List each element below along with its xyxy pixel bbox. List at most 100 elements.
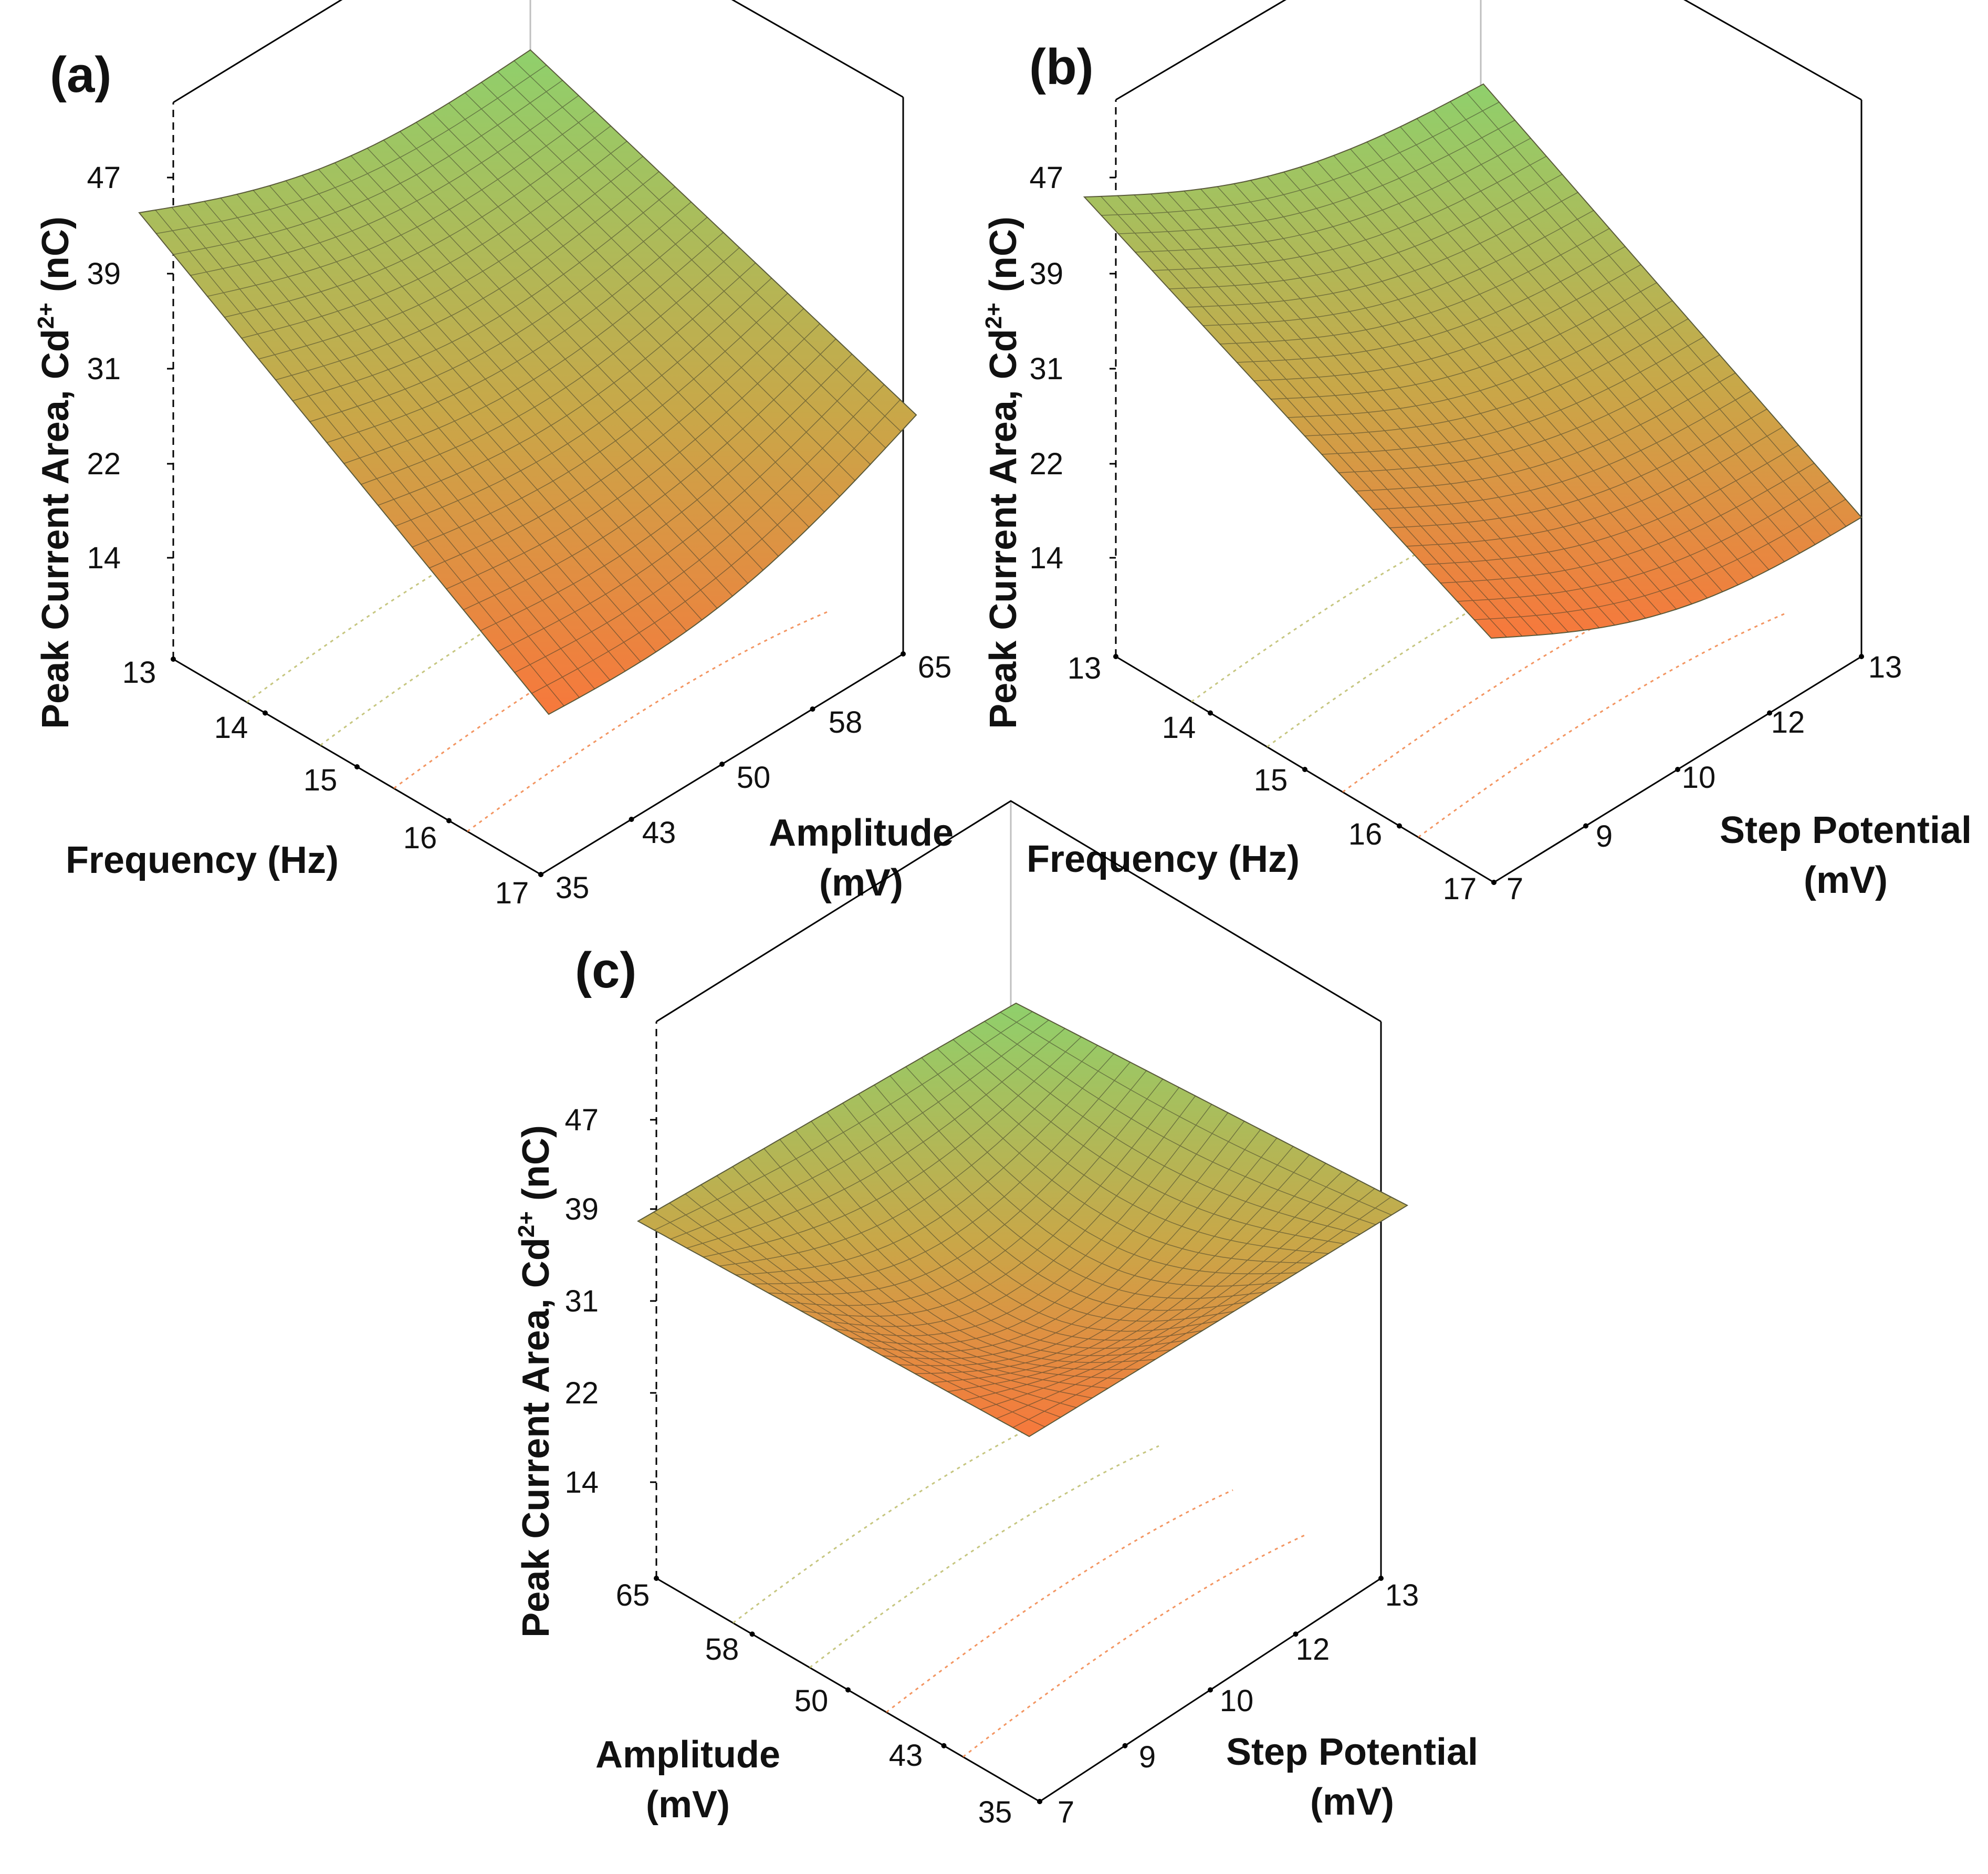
z-axis-title-superscript: 2+ [33,303,59,329]
x-tick-mark [749,1631,755,1637]
x-tick-mark [446,818,452,824]
mesh-line [1440,463,1815,584]
y-tick-label: 13 [1868,650,1902,684]
y-axis-title: Step Potential [1226,1731,1478,1773]
x-axis-title: Amplitude [595,1734,780,1776]
floor-plane [656,1358,1381,1802]
z-tick-label: 31 [1029,352,1063,386]
mesh-line [1000,1012,1392,1215]
panel-label: (a) [50,47,111,103]
floor-contour-line [1418,612,1786,838]
z-axis-title-unit: (nC) [515,1125,557,1211]
mesh-line [1450,101,1831,536]
x-axis-title: Frequency (Hz) [66,839,339,881]
z-tick-label: 22 [564,1376,599,1410]
x-axis-title: Frequency (Hz) [1027,838,1300,880]
surface-mesh [1101,92,1847,638]
mesh-line [497,71,886,449]
y-tick-label: 10 [1682,761,1716,795]
x-tick-mark [845,1687,851,1693]
y-tick-label: 65 [918,650,952,684]
response-surface [1083,83,1863,639]
z-tick-label: 31 [87,352,121,386]
z-axis-title-unit: (nC) [35,216,77,303]
x-tick-label: 13 [1068,651,1102,685]
y-tick-mark [538,872,543,877]
z-tick-label: 47 [87,161,121,195]
x-tick-mark [654,1576,659,1581]
y-tick-label: 35 [556,871,590,905]
surface-mesh [155,60,902,706]
z-axis-title-superscript: 2+ [514,1211,539,1237]
y-tick-label: 9 [1596,819,1613,853]
chart-panel-1: (a) 14 22 31 39 47 Peak Current Area, Cd2+ (nC… [33,0,954,910]
z-tick-label: 22 [87,447,121,481]
y-tick-mark [901,651,906,657]
y-tick-mark [1378,1576,1384,1581]
y-tick-mark [1122,1743,1128,1748]
top-back-edges [656,800,1382,1023]
mesh-line [514,384,885,673]
floor-contour-line [467,610,829,832]
y-tick-mark [1859,654,1864,659]
y-tick-label: 12 [1771,705,1805,740]
x-tick-mark [1397,823,1402,829]
x-tick-mark [1113,654,1118,659]
z-tick-label: 31 [564,1284,599,1318]
z-axis-title: Peak Current Area, Cd2+ (nC) [33,216,77,729]
y-tick-label: 13 [1385,1578,1419,1612]
z-axis-title-main: Peak Current Area, Cd [35,329,77,729]
mesh-line [1457,481,1830,602]
x-tick-label: 13 [122,655,156,690]
y-axis-title: Amplitude [769,812,954,854]
y-axis-title: Step Potential [1720,809,1972,851]
x-tick-mark [1302,767,1307,772]
panel-label: (b) [1029,39,1094,95]
y-tick-label: 58 [829,705,863,740]
mesh-line [481,82,871,465]
x-tick-label: 17 [495,876,529,910]
x-tick-label: 14 [214,711,248,745]
x-tick-label: 65 [616,1578,650,1612]
x-tick-label: 35 [978,1795,1012,1829]
x-tick-label: 14 [1162,711,1196,745]
z-axis-title-main: Peak Current Area, Cd [515,1237,557,1638]
mesh-line [514,60,902,432]
panel-label: (c) [575,942,636,998]
x-tick-label: 15 [1254,763,1288,797]
mesh-line [996,1188,1375,1419]
x-tick-mark [1208,710,1213,716]
mesh-line [1012,1196,1391,1428]
z-tick-label: 47 [1029,161,1063,195]
x-tick-label: 17 [1443,872,1477,906]
y-tick-mark [1767,710,1772,716]
surface-mesh [653,1011,1392,1428]
x-tick-label: 43 [889,1738,923,1773]
y-axis-title: (mV) [1804,859,1888,901]
y-tick-mark [1675,767,1680,772]
mesh-line [984,1021,1376,1225]
y-axis-title: (mV) [1310,1781,1394,1823]
y-tick-label: 12 [1296,1632,1330,1667]
x-tick-label: 15 [304,763,338,797]
x-tick-label: 16 [403,821,437,855]
y-tick-label: 10 [1220,1684,1254,1718]
z-axis-title-superscript: 2+ [981,303,1007,329]
y-tick-label: 43 [642,816,676,850]
z-axis-title-unit: (nC) [982,216,1024,303]
x-tick-mark [263,710,268,716]
y-tick-label: 50 [737,761,771,795]
top-back-edges [173,0,904,103]
z-tick-label: 14 [564,1465,599,1500]
z-tick-label: 22 [1029,447,1063,481]
y-tick-mark [1208,1687,1213,1693]
y-tick-label: 7 [1506,872,1523,906]
z-tick-label: 14 [87,541,121,575]
z-tick-label: 47 [564,1103,599,1137]
mesh-line [465,92,855,481]
x-axis-title: (mV) [646,1784,730,1826]
mesh-line [497,369,869,652]
